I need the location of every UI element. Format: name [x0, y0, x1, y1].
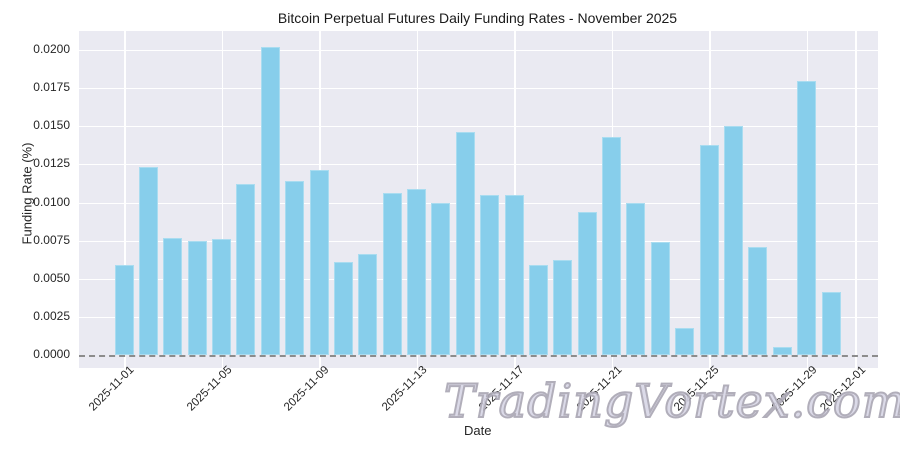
gridline-horizontal — [79, 240, 878, 242]
gridline-horizontal — [79, 316, 878, 318]
gridline-vertical — [221, 31, 224, 368]
watermark: TradingVortex.com — [443, 373, 900, 429]
x-tick-label: 2025-11-09 — [282, 364, 332, 414]
plot-area — [79, 31, 878, 368]
bar-2025-11-25 — [699, 144, 719, 355]
bar-2025-11-27 — [748, 246, 768, 355]
bar-2025-11-24 — [675, 327, 695, 355]
gridline-horizontal — [79, 164, 878, 166]
y-tick-label: 0.0000 — [33, 347, 70, 361]
bar-2025-11-05 — [212, 239, 232, 355]
bar-2025-11-02 — [138, 167, 158, 355]
bar-2025-11-10 — [333, 261, 353, 355]
x-axis-label: Date — [464, 423, 492, 438]
gridline-vertical — [855, 31, 857, 368]
bar-2025-11-11 — [358, 254, 378, 355]
bar-2025-11-01 — [114, 265, 134, 355]
gridline-horizontal — [79, 202, 878, 204]
bar-2025-11-08 — [285, 181, 305, 355]
bar-2025-11-17 — [504, 194, 524, 355]
bar-2025-11-06 — [236, 184, 256, 355]
bar-2025-11-20 — [577, 211, 597, 355]
chart-title: Bitcoin Perpetual Futures Daily Funding … — [277, 10, 678, 26]
bar-2025-11-15 — [455, 132, 475, 355]
gridline-horizontal — [79, 126, 878, 128]
x-tick-label: 2025-11-05 — [184, 364, 235, 414]
bar-2025-11-29 — [797, 80, 817, 355]
y-tick-label: 0.0175 — [33, 80, 70, 95]
bar-2025-11-26 — [723, 126, 743, 355]
bar-2025-11-28 — [772, 347, 792, 355]
y-tick-label: 0.0125 — [33, 156, 70, 171]
bar-2025-11-21 — [602, 136, 622, 355]
bar-2025-11-18 — [528, 265, 548, 355]
bar-2025-11-09 — [309, 170, 329, 355]
bar-2025-11-13 — [407, 188, 427, 355]
y-tick-label: 0.0075 — [33, 232, 70, 247]
y-tick-label: 0.0200 — [33, 42, 70, 56]
y-tick-label: 0.0025 — [33, 308, 70, 323]
y-tick-label: 0.0100 — [33, 194, 70, 209]
bar-2025-11-23 — [650, 242, 670, 355]
bar-2025-11-04 — [187, 240, 207, 355]
bar-2025-11-19 — [553, 260, 573, 355]
zero-reference-line — [79, 355, 878, 357]
gridline-horizontal — [79, 50, 878, 51]
bar-2025-11-07 — [260, 46, 280, 355]
gridline-horizontal — [79, 88, 878, 90]
bar-2025-11-12 — [382, 193, 402, 355]
bar-2025-11-30 — [821, 292, 841, 355]
y-axis-label: Funding Rate (%) — [19, 142, 35, 245]
gridline-vertical — [124, 31, 126, 368]
bar-2025-11-14 — [431, 202, 451, 355]
bar-2025-11-03 — [163, 237, 183, 355]
x-tick-label: 2025-11-13 — [379, 364, 430, 414]
bar-2025-11-22 — [626, 202, 646, 355]
y-tick-label: 0.0050 — [33, 270, 70, 285]
bar-2025-11-16 — [480, 194, 500, 355]
gridline-horizontal — [79, 278, 878, 280]
x-tick-label: 2025-11-01 — [86, 364, 137, 414]
y-tick-label: 0.0150 — [33, 118, 70, 133]
